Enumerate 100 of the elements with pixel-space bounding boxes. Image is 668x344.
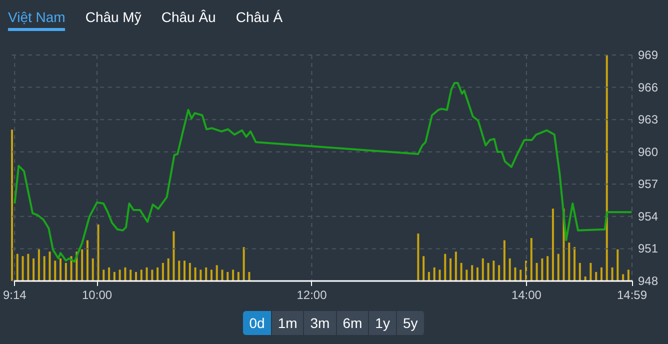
y-tick-label: 954 (638, 209, 658, 224)
bar (595, 272, 598, 281)
bar (205, 267, 208, 281)
y-tick-label: 960 (638, 144, 658, 159)
bar (232, 270, 234, 281)
bar (32, 258, 35, 281)
bar (460, 262, 462, 281)
bar (194, 267, 196, 281)
bar (27, 254, 30, 281)
bar (102, 270, 105, 281)
bar (417, 234, 420, 281)
bar (140, 270, 142, 281)
line-series (14, 82, 633, 263)
bar (471, 265, 474, 281)
bar (97, 224, 100, 281)
bar (606, 55, 608, 281)
y-tick-label: 948 (638, 274, 658, 288)
bar (536, 262, 538, 281)
bar (422, 256, 425, 281)
bar (151, 270, 154, 281)
bar (574, 247, 576, 281)
bar (492, 260, 495, 281)
bar (200, 270, 202, 281)
x-tick-label: 9:14 (3, 288, 27, 302)
bar (178, 260, 180, 281)
bar (552, 208, 554, 281)
text: 5y (396, 311, 425, 335)
bar (454, 252, 457, 281)
bar (11, 130, 13, 281)
bar (242, 247, 245, 281)
bar (590, 262, 592, 281)
bar (546, 256, 549, 281)
bar (135, 272, 137, 281)
bar (428, 272, 430, 281)
bar (568, 242, 570, 281)
bar (541, 258, 544, 281)
x-tick-label: 14:59 (616, 288, 648, 302)
bar (530, 238, 532, 281)
y-tick-label: 951 (638, 242, 658, 256)
bar (210, 270, 212, 281)
bar (16, 254, 18, 281)
text: 3m (304, 311, 337, 335)
x-tick-label: 10:00 (82, 288, 112, 302)
bar (237, 272, 240, 281)
text: 1m (272, 311, 304, 335)
bar (487, 262, 490, 281)
bar (498, 265, 500, 281)
bar (43, 256, 46, 281)
text: Châu Á (236, 9, 283, 27)
y-tick-label: 957 (638, 177, 658, 192)
bar (611, 267, 614, 281)
bar (221, 270, 224, 281)
bar (124, 267, 126, 281)
bar (444, 254, 446, 281)
bar (450, 258, 452, 281)
bar (108, 267, 110, 281)
x-tick-label: 12:00 (296, 288, 328, 302)
bar (48, 252, 51, 281)
bar (557, 254, 560, 281)
bar (622, 274, 624, 281)
text: 1y (369, 311, 397, 335)
text: Việt Nam (8, 9, 66, 31)
y-tick-label: 969 (638, 48, 658, 62)
bar (156, 267, 159, 281)
text: Châu Âu (161, 9, 216, 27)
bar (248, 272, 250, 281)
bar (92, 258, 94, 281)
bar (54, 260, 56, 281)
bar (514, 267, 516, 281)
bar (81, 249, 84, 281)
text: 0d (243, 311, 272, 335)
bar (130, 270, 132, 281)
y-tick-label: 966 (638, 80, 658, 94)
bar (216, 265, 218, 281)
bar (438, 270, 441, 281)
bar (476, 267, 478, 281)
x-tick-label: 14:00 (511, 288, 542, 302)
bar (627, 270, 630, 281)
bar (520, 270, 522, 281)
text: Châu Mỹ (85, 9, 142, 27)
text: 6m (336, 311, 370, 335)
bar (482, 258, 484, 281)
bar (22, 256, 24, 281)
y-tick-label: 963 (638, 112, 658, 127)
bar (508, 258, 511, 281)
bar (64, 262, 67, 281)
bar (600, 267, 602, 281)
bar (226, 272, 229, 281)
bar (578, 262, 581, 281)
bar (184, 260, 186, 281)
bar (118, 270, 121, 281)
bar (503, 240, 506, 281)
bar (167, 258, 170, 281)
bar (86, 240, 88, 281)
bar (60, 258, 62, 281)
bar (188, 262, 191, 281)
bar (172, 231, 175, 281)
bar (616, 249, 619, 281)
bar (433, 267, 436, 281)
bar (38, 249, 40, 281)
